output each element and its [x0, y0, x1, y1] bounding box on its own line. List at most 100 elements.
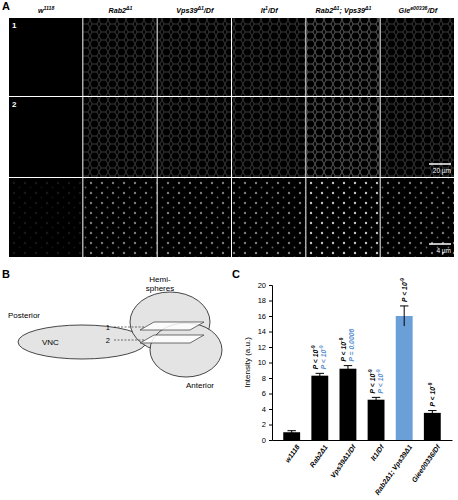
plane-pointer [114, 327, 145, 328]
genotype-part: e00336 [410, 5, 427, 11]
micrograph [232, 178, 305, 257]
micrograph [9, 97, 82, 177]
y-axis-title: Intensity (a.u.) [243, 337, 252, 388]
genotype-part: Vps39 [176, 6, 197, 15]
micrograph [381, 18, 454, 96]
p-value-exponent: -9 [318, 345, 324, 350]
y-tick-label: 10 [258, 358, 266, 367]
micrograph-texture [381, 18, 454, 96]
y-tick-label: 6 [262, 389, 266, 398]
genotype-part: /Df [203, 6, 214, 15]
error-bar-stem [347, 366, 348, 372]
error-bar-stem [404, 306, 405, 326]
error-bar-stem [432, 411, 433, 416]
plot-area [283, 306, 441, 440]
micrograph [83, 178, 156, 257]
error-bar [428, 411, 436, 416]
p-value-text: P < 10 [369, 374, 376, 394]
p-value-exponent: -9 [367, 369, 373, 374]
micrograph [158, 97, 231, 177]
genotype-part: /Df [267, 6, 278, 15]
scale-bar-label: 4 µm [436, 247, 451, 255]
panel-label: B [2, 268, 10, 280]
x-tick-label: lt1/Df [369, 443, 385, 462]
genotype-label: w1118 [38, 5, 54, 15]
y-tick-mark [269, 363, 272, 364]
x-tick-label: w1118 [283, 443, 300, 463]
x-tick-label: Vps39Δ1/Df [329, 443, 358, 480]
y-tick-label: 20 [258, 281, 266, 290]
vnc-shape [18, 325, 146, 359]
y-tick-mark [269, 347, 272, 348]
micrograph [158, 18, 231, 96]
x-tick-label: Rab2Δ1; Vps39Δ1 [373, 443, 414, 496]
micrograph-texture [306, 178, 379, 257]
p-value-label: P < 10-9 [399, 278, 408, 302]
p-value-label: P < 10-9 [338, 337, 347, 361]
micrograph-texture [158, 178, 231, 257]
error-bar [344, 366, 352, 372]
y-tick: 10 [258, 358, 272, 367]
micrograph-texture [232, 97, 305, 177]
panel-b: 12Hemi-spheresPosteriorVNCAnterior [8, 275, 222, 390]
y-tick-mark [269, 285, 272, 286]
error-bar-cap [316, 373, 324, 374]
p-value-label: P < 10-9 [375, 369, 384, 393]
p-value-text: P = 0.0006 [348, 329, 355, 362]
y-tick-label: 18 [258, 296, 266, 305]
error-bar-cap [428, 410, 436, 411]
imaging-plane [140, 335, 204, 343]
bar [368, 400, 385, 440]
x-tick: Giee00336/Df [410, 440, 441, 484]
hemispheres-label: spheres [146, 284, 174, 293]
y-tick-mark [269, 409, 272, 410]
plane-label: 1 [106, 323, 110, 332]
micrograph-texture [83, 178, 156, 257]
panel-c: 02468101214161820Intensity (a.u.)w1118Ra… [243, 278, 453, 497]
p-value-label: P < 10-9 [427, 382, 436, 406]
error-bar [287, 431, 295, 434]
micrograph-texture [9, 178, 82, 257]
x-axis: w1118 Rab2Δ1Vps39Δ1/Df lt1/DfRab2Δ1; Vps39… [273, 440, 453, 497]
plane-pointer [114, 340, 145, 341]
p-value-text: P < 10 [320, 350, 327, 370]
p-value-label: P < 10-9 [318, 345, 327, 369]
figure: ABCw1118Rab2Δ1Vps39Δ1/Dflt1/DfRab2Δ1; Vp… [0, 0, 458, 500]
genotype-part: Δ1 [332, 5, 339, 11]
row-label: 2 [12, 100, 17, 109]
row-label: 1 [12, 21, 17, 30]
scale-bar-label: 20 µm [433, 167, 451, 175]
p-value-exponent: -9 [427, 382, 433, 387]
panel-label: C [232, 268, 240, 280]
error-bar-cap [400, 305, 408, 306]
panel-a: w1118Rab2Δ1Vps39Δ1/Dflt1/DfRab2Δ1; Vps39… [9, 5, 454, 257]
micrograph [158, 178, 231, 257]
scale-bar [429, 243, 451, 245]
p-value-text: P < 10 [312, 350, 319, 370]
error-bar [372, 397, 380, 402]
micrograph-texture [83, 97, 156, 177]
y-tick: 18 [258, 296, 272, 305]
genotype-part: Rab2 [316, 6, 334, 15]
micrograph-texture [232, 18, 305, 96]
y-tick-mark [269, 316, 272, 317]
genotype-part: 1118 [44, 5, 55, 11]
y-tick-mark [269, 394, 272, 395]
micrograph-texture [158, 97, 231, 177]
micrograph [9, 178, 82, 257]
micrograph [232, 97, 305, 177]
scale-bar [429, 163, 451, 165]
y-tick-mark [269, 440, 272, 441]
genotype-part: /Df [426, 6, 437, 15]
x-tick: w1118 [283, 440, 300, 464]
error-bar-stem [376, 397, 377, 402]
genotype-label: Giee00336/Df [399, 5, 438, 15]
x-tick: Rab2Δ1 [308, 440, 329, 469]
micrograph-texture [306, 97, 379, 177]
y-tick: 12 [258, 343, 272, 352]
error-bar-cap [344, 365, 352, 366]
genotype-part: Δ1 [125, 5, 132, 11]
bar [311, 376, 328, 440]
p-value-text: P < 10 [429, 387, 436, 407]
y-tick-mark [269, 301, 272, 302]
